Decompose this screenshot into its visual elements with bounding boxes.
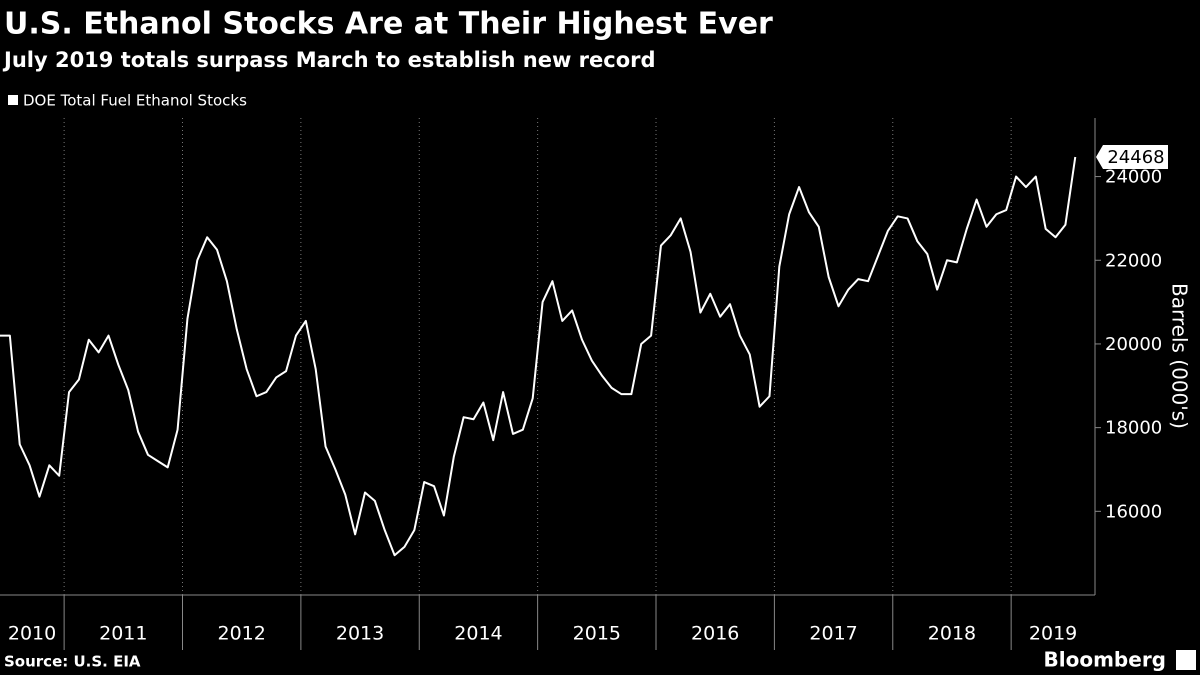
logo-icon [1176,650,1196,670]
x-tick-label: 2017 [809,623,857,645]
y-tick-label: 22000 [1105,250,1162,271]
chart-title: U.S. Ethanol Stocks Are at Their Highest… [4,7,773,42]
logo: Bloomberg [1044,648,1166,672]
x-tick-label: 2012 [218,623,266,645]
x-tick-label: 2011 [99,623,147,645]
line [0,156,1077,557]
x-tick-label: 2013 [336,623,384,645]
y-tick-label: 18000 [1105,418,1162,439]
value-label: 24468 [1107,147,1164,168]
y-tick-label: 20000 [1105,334,1162,355]
x-tick-label: 2016 [691,623,739,645]
x-tick-label: 2018 [928,623,976,645]
chart-subtitle: July 2019 totals surpass March to establ… [2,48,656,72]
legend-label: DOE Total Fuel Ethanol Stocks [23,92,247,110]
y-axis-label: Barrels (000's) [1168,283,1192,429]
y-tick-label: 16000 [1105,501,1162,522]
y-tick-label: 24000 [1105,167,1162,188]
legend-swatch [8,95,18,105]
x-tick-label: 2015 [573,623,621,645]
x-tick-label: 2010 [8,623,56,645]
source: Source: U.S. EIA [4,653,141,671]
x-tick-label: 2014 [454,623,502,645]
x-tick-label: 2019 [1029,623,1077,645]
value-label-box [1096,144,1168,169]
